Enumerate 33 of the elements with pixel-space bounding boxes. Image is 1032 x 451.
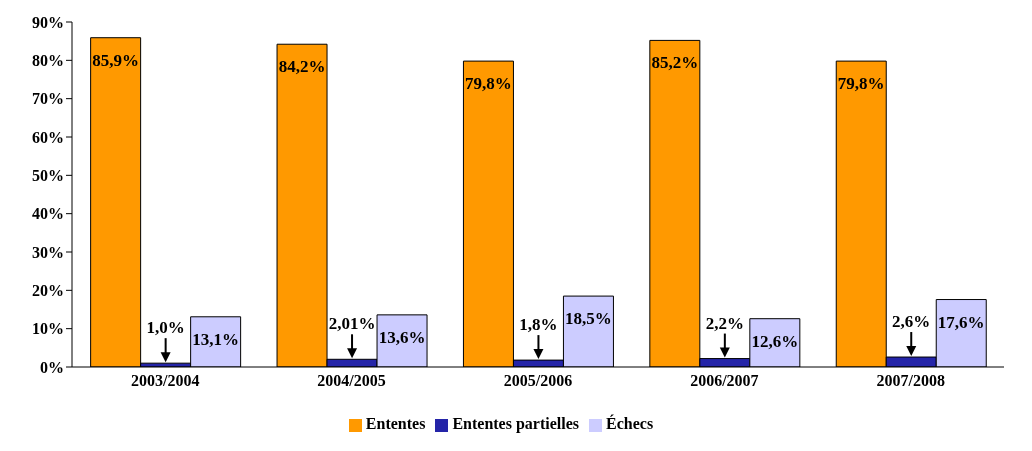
data-label: 13,6% xyxy=(378,327,426,347)
data-label: 2,2% xyxy=(705,313,744,333)
y-tick-label: 20% xyxy=(32,282,64,300)
data-label: 85,2% xyxy=(651,53,699,73)
x-tick-label: 2007/2008 xyxy=(876,372,946,390)
y-tick-label: 10% xyxy=(32,320,64,338)
data-label: 79,8% xyxy=(465,74,512,94)
data-label: 84,2% xyxy=(278,57,326,77)
y-tick-label: 90% xyxy=(32,13,64,31)
data-label: 17,6% xyxy=(937,312,985,332)
y-tick-label: 30% xyxy=(32,243,64,261)
data-label: 2,01% xyxy=(328,314,376,334)
y-tick-label: 60% xyxy=(32,128,64,146)
y-tick-label: 0% xyxy=(40,358,64,376)
x-tick-label: 2004/2005 xyxy=(317,372,386,390)
data-label: 2,6% xyxy=(892,312,931,332)
legend-label: Échecs xyxy=(606,415,654,432)
legend-label: Ententes partielles xyxy=(452,415,580,432)
data-label: 85,9% xyxy=(92,50,140,70)
x-tick-label: 2006/2007 xyxy=(690,372,759,390)
y-tick-label: 70% xyxy=(32,90,64,108)
data-label: 1,8% xyxy=(519,315,558,335)
x-tick-label: 2003/2004 xyxy=(130,372,200,390)
y-tick-label: 50% xyxy=(32,167,64,185)
data-label: 13,1% xyxy=(192,329,240,349)
x-tick-label: 2005/2006 xyxy=(503,372,573,390)
legend-label: Ententes xyxy=(365,415,426,432)
data-label: 1,0% xyxy=(146,318,185,338)
data-label: 12,6% xyxy=(751,331,799,351)
y-tick-label: 80% xyxy=(32,52,64,70)
data-label: 79,8% xyxy=(837,74,885,94)
y-tick-label: 40% xyxy=(32,205,64,223)
data-label: 18,5% xyxy=(565,309,612,329)
